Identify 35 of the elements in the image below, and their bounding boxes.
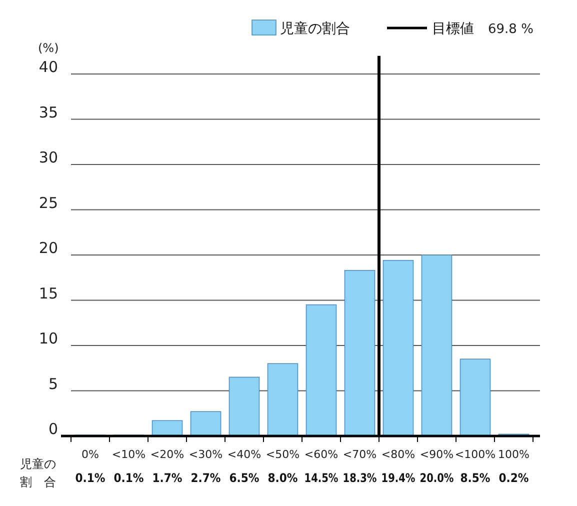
- text: 児童の割合: [20, 457, 56, 489]
- y-tick-label: 0: [48, 420, 58, 438]
- data-label: 0.1%: [75, 471, 109, 485]
- x-tick-label: 100%: [498, 448, 530, 461]
- x-tick-label: <60%: [304, 448, 338, 461]
- data-label: 8.5%: [460, 471, 494, 485]
- x-tick-label: <100%: [454, 448, 496, 461]
- data-label: 1.7%: [152, 471, 186, 485]
- data-label: 8.0%: [268, 471, 302, 485]
- x-tick-label: 0%: [82, 448, 99, 461]
- x-tick-label: <30%: [188, 448, 223, 461]
- legend-label: 児童の割合: [280, 21, 350, 37]
- x-tick-label: <50%: [266, 448, 300, 461]
- y-tick-label: 20: [38, 239, 58, 257]
- y-tick-label: 15: [38, 284, 58, 302]
- y-axis-title: (%): [38, 41, 59, 55]
- y-tick-label: 5: [48, 374, 58, 393]
- data-label: 6.5%: [229, 471, 263, 485]
- data-label: 20.0%: [420, 471, 462, 485]
- legend-label: 目標値: [432, 21, 474, 37]
- data-label: 0.2%: [498, 471, 532, 485]
- x-tick-label: <10%: [112, 448, 146, 461]
- x-tick-label: <70%: [342, 448, 377, 461]
- x-tick-label: <90%: [420, 448, 454, 461]
- data-label: 0.1%: [114, 471, 148, 485]
- text: 69.8 %: [488, 22, 534, 37]
- y-tick-label: 25: [38, 194, 58, 212]
- data-label: 2.7%: [190, 471, 224, 485]
- y-tick-label: 35: [38, 103, 58, 122]
- x-tick-label: <80%: [381, 448, 416, 461]
- y-tick-label: 40: [38, 58, 58, 76]
- x-tick-label: <40%: [227, 448, 262, 461]
- y-tick-label: 10: [38, 330, 58, 348]
- x-tick-label: <20%: [150, 448, 184, 461]
- y-tick-label: 30: [38, 148, 58, 166]
